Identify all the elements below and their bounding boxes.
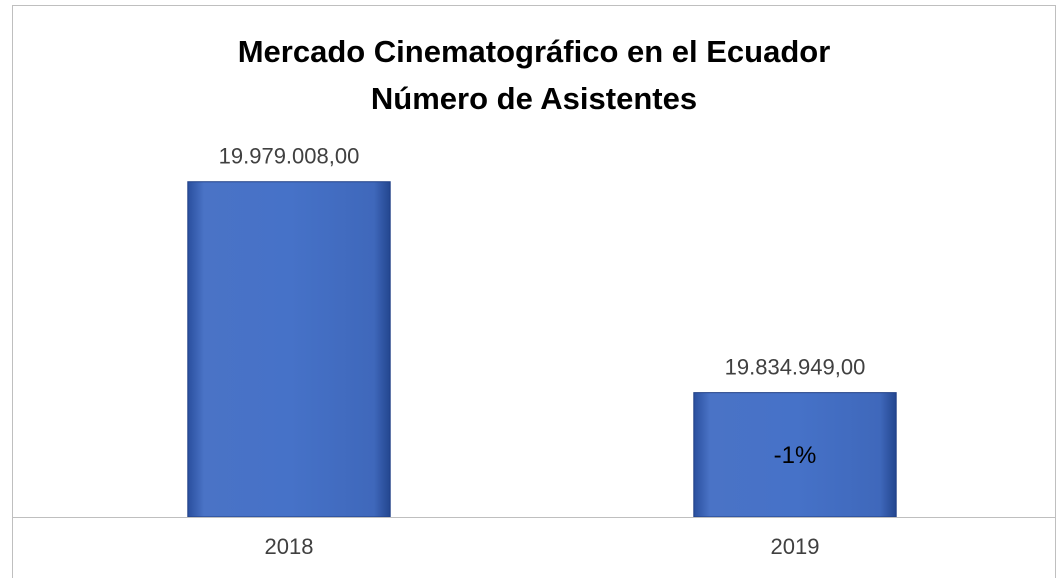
- data-label: 19.979.008,00: [219, 144, 360, 169]
- x-tick-label: 2019: [771, 534, 820, 559]
- bar: [187, 181, 391, 518]
- x-tick-label: 2018: [265, 534, 314, 559]
- data-label: 19.834.949,00: [725, 354, 866, 379]
- chart-frame: [12, 5, 1056, 578]
- chart-subtitle: Número de Asistentes: [371, 81, 697, 116]
- chart-title: Mercado Cinematográfico en el Ecuador: [238, 34, 831, 69]
- annotation: -1%: [774, 442, 817, 469]
